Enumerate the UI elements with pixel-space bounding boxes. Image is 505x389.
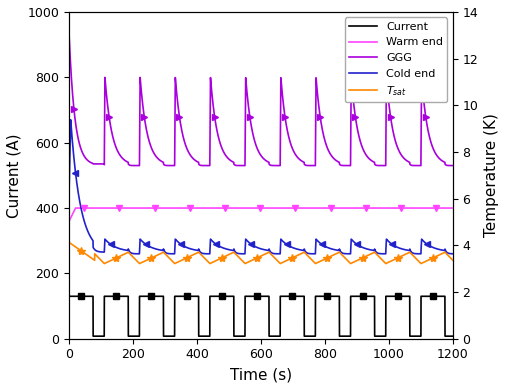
Line: T_sat: T_sat xyxy=(69,242,452,264)
Current xyxy=(449,334,455,338)
Line: Current: Current xyxy=(69,296,452,336)
Y-axis label: Current (A): Current (A) xyxy=(7,133,22,217)
Line: Warm end: Warm end xyxy=(69,208,452,221)
T_sat xyxy=(446,255,452,259)
GGG xyxy=(449,163,455,168)
GGG xyxy=(417,163,423,168)
Cold end xyxy=(238,251,244,256)
Cold end xyxy=(211,240,217,245)
Cold end xyxy=(66,189,72,194)
Cold end xyxy=(157,248,163,252)
Warm end xyxy=(449,206,455,210)
Current xyxy=(159,294,165,299)
Legend: Current, Warm end, GGG, Cold end, $T_{sat}$: Current, Warm end, GGG, Cold end, $T_{sa… xyxy=(344,18,446,102)
Line: Cold end: Cold end xyxy=(69,120,452,254)
T_sat xyxy=(157,251,163,256)
Current xyxy=(66,294,72,299)
Current xyxy=(155,294,161,299)
Warm end xyxy=(159,206,165,210)
Cold end xyxy=(417,251,423,256)
GGG xyxy=(237,163,243,168)
Cold end xyxy=(449,251,455,256)
GGG xyxy=(66,33,72,37)
T_sat xyxy=(159,251,165,255)
GGG xyxy=(159,159,165,164)
GGG xyxy=(210,108,216,112)
Warm end xyxy=(211,206,217,210)
Current xyxy=(90,334,96,338)
Current xyxy=(211,294,217,299)
Cold end xyxy=(446,251,452,256)
GGG xyxy=(157,158,163,163)
Warm end xyxy=(155,206,161,210)
T_sat xyxy=(211,259,217,264)
GGG xyxy=(155,156,161,161)
Current xyxy=(238,334,244,338)
T_sat xyxy=(101,261,107,266)
X-axis label: Time (s): Time (s) xyxy=(229,367,291,382)
Warm end xyxy=(238,206,244,210)
Warm end xyxy=(72,206,78,210)
T_sat xyxy=(155,252,161,257)
Warm end xyxy=(66,219,72,223)
Cold end xyxy=(68,117,74,122)
Line: GGG: GGG xyxy=(69,35,452,166)
Cold end xyxy=(155,247,161,252)
Current xyxy=(446,334,452,338)
T_sat xyxy=(449,258,455,263)
Current xyxy=(157,294,163,299)
Warm end xyxy=(446,206,452,210)
T_sat xyxy=(66,240,72,245)
GGG xyxy=(446,163,452,168)
Warm end xyxy=(157,206,163,210)
T_sat xyxy=(238,257,244,262)
Y-axis label: Temperature (K): Temperature (K) xyxy=(483,114,498,237)
Cold end xyxy=(159,248,165,253)
